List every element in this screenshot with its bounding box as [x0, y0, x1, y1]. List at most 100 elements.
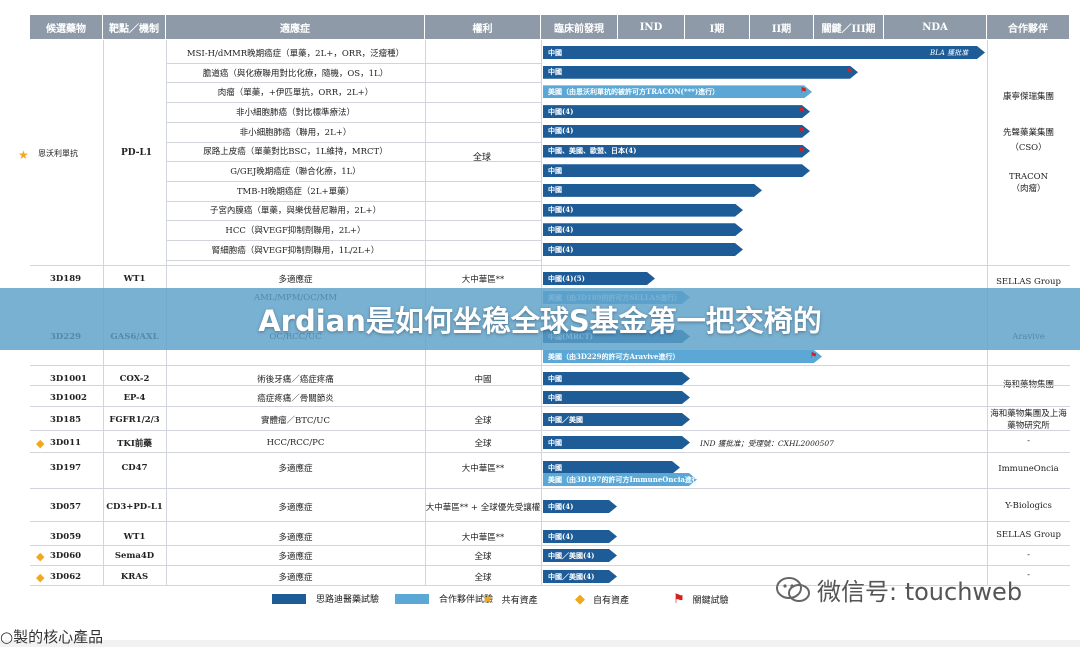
- partner-name: Y-Biologics: [1005, 501, 1052, 511]
- indication-text: HCC（與VEGF抑制劑聯用，2L+）: [225, 226, 366, 237]
- column-header: I期: [685, 15, 750, 39]
- partner-name: 康寧傑瑞集團: [1002, 92, 1054, 102]
- pipeline-bar: 中國(4): [543, 105, 810, 118]
- partner-name: SELLAS Group: [996, 277, 1061, 287]
- partner-name: 海和藥物集團: [1002, 380, 1054, 390]
- star-icon: ★: [18, 148, 29, 162]
- article-title-banner: Ardian是如何坐稳全球S基金第一把交椅的: [0, 288, 1080, 350]
- wechat-icon: [776, 576, 810, 602]
- row-divider: [166, 220, 541, 222]
- target-name: PD-L1: [121, 148, 153, 158]
- legend-item: ★ 共有資產: [482, 592, 538, 607]
- flag-icon: ⚑: [800, 86, 808, 96]
- row-divider: [166, 200, 541, 202]
- flag-icon: ⚑: [798, 106, 806, 116]
- candidate-code: 3D1002: [50, 393, 87, 403]
- pipeline-bar: 美國（由3D197的許可方ImmuneOncia進行）: [543, 473, 697, 486]
- row-divider: [30, 385, 1070, 386]
- indication-text: G/GEJ晚期癌症（聯合化療，1L）: [230, 167, 361, 178]
- row-divider: [30, 521, 1070, 522]
- star-icon: ★: [482, 592, 494, 607]
- pipeline-bar: 中國(4): [543, 204, 743, 217]
- pipeline-bar: 美國（由3D229的許可方Aravive進行）: [543, 350, 822, 363]
- pipeline-bar: 中國(4): [543, 125, 810, 138]
- approval-note: BLA 獲批准: [930, 48, 969, 57]
- partner-name: 海和藥物集團及上海藥物研究所: [990, 409, 1067, 431]
- target-name: CD3+PD-L1: [106, 502, 163, 512]
- target-name: EP-4: [123, 393, 146, 403]
- column-header: II期: [750, 15, 814, 39]
- rights: 大中華區**: [461, 533, 505, 543]
- rights: 大中華區**: [461, 464, 505, 474]
- target-name: FGFR1/2/3: [109, 415, 160, 425]
- pipeline-bar: 中國(4): [543, 223, 743, 236]
- flag-icon: ⚑: [810, 351, 818, 360]
- pipeline-bar: 中國／美國(4): [543, 570, 617, 583]
- pipeline-bar: 中國: [543, 164, 810, 177]
- indication-text: TMB-H晚期癌症（2L+單藥）: [236, 186, 355, 197]
- target-name: CD47: [121, 463, 148, 473]
- row-divider: [30, 488, 1070, 489]
- pipeline-bar: 中國: [543, 461, 680, 474]
- diamond-icon: ◆: [36, 549, 45, 563]
- bottom-caption: ○製的核心產品: [0, 628, 104, 646]
- candidate-code: 3D189: [50, 274, 82, 284]
- row-divider: [30, 265, 1070, 266]
- legend-item: ◆ 自有資產: [575, 592, 629, 607]
- indication-text: 多適應症: [278, 275, 313, 285]
- flag-icon: ⚑: [673, 592, 685, 607]
- target-name: TKI前藥: [117, 439, 152, 449]
- pipeline-bar: 中國／美國(4): [543, 549, 617, 562]
- pipeline-bar: 中國: [543, 391, 690, 404]
- row-divider: [30, 585, 1070, 586]
- indication-text: 術後牙痛／癌症疼痛: [257, 375, 334, 385]
- row-divider: [30, 545, 1070, 546]
- row-divider: [166, 161, 541, 163]
- partner-name: （CSO）: [1010, 143, 1047, 153]
- indication-text: HCC/RCC/PC: [266, 438, 325, 448]
- row-divider: [166, 82, 541, 84]
- legend-label: 關鍵試驗: [692, 596, 729, 606]
- rights: 大中華區** + 全球優先受讓權: [425, 503, 541, 513]
- column-header: 候選藥物: [30, 15, 103, 39]
- pipeline-bar: 中國(4): [543, 500, 617, 513]
- row-divider: [30, 365, 1070, 366]
- row-divider: [30, 565, 1070, 566]
- rights: 全球: [474, 552, 492, 562]
- indication-text: 多適應症: [278, 503, 313, 513]
- row-divider: [30, 406, 1070, 407]
- partner-name: TRACON: [1008, 172, 1049, 182]
- target-name: WT1: [123, 274, 146, 284]
- target-name: Sema4D: [114, 551, 155, 561]
- column-header: 臨床前發現: [541, 15, 618, 39]
- diamond-icon: ◆: [575, 592, 585, 607]
- diamond-icon: ◆: [36, 570, 45, 584]
- column-header: 權利: [425, 15, 541, 39]
- pipeline-bar: 美國（由恩沃利單抗的被許可方TRACON(***)進行）: [543, 85, 812, 98]
- target-name: KRAS: [120, 572, 149, 582]
- pipeline-bar: 中國: [543, 436, 690, 449]
- target-name: WT1: [123, 532, 146, 542]
- indication-text: 多適應症: [278, 464, 313, 474]
- column-header: 關鍵／III期: [814, 15, 884, 39]
- wechat-watermark: 微信号: touchweb: [775, 572, 1022, 607]
- legend-item: 合作夥伴試驗: [395, 592, 493, 605]
- flag-icon: ⚑: [846, 66, 854, 76]
- candidate-name: 恩沃利單抗: [38, 149, 78, 158]
- approval-note: IND 獲批准；受理號：CXHL2000507: [700, 438, 834, 448]
- indication-text: 腎細胞癌（與VEGF抑制劑聯用，1L/2L+）: [211, 245, 380, 256]
- legend-swatch: [272, 593, 306, 604]
- indication-text: MSI-H/dMMR晚期癌症（單藥，2L+，ORR，泛瘤種）: [186, 48, 405, 59]
- legend-swatch: [395, 593, 429, 604]
- target-name: COX-2: [119, 374, 150, 384]
- flag-icon: ⚑: [798, 145, 806, 155]
- candidate-code: 3D185: [50, 415, 82, 425]
- rights: 全球: [473, 153, 492, 163]
- pipeline-bar: 中國(4): [543, 243, 743, 256]
- column-header: 靶點／機制: [103, 15, 166, 39]
- row-divider: [166, 141, 541, 143]
- pipeline-bar: 中國(4)(5): [543, 272, 655, 285]
- indication-text: 尿路上皮癌（單藥對比BSC，1L維持，MRCT）: [203, 147, 388, 158]
- row-divider: [166, 259, 541, 261]
- flag-icon: ⚑: [798, 125, 806, 135]
